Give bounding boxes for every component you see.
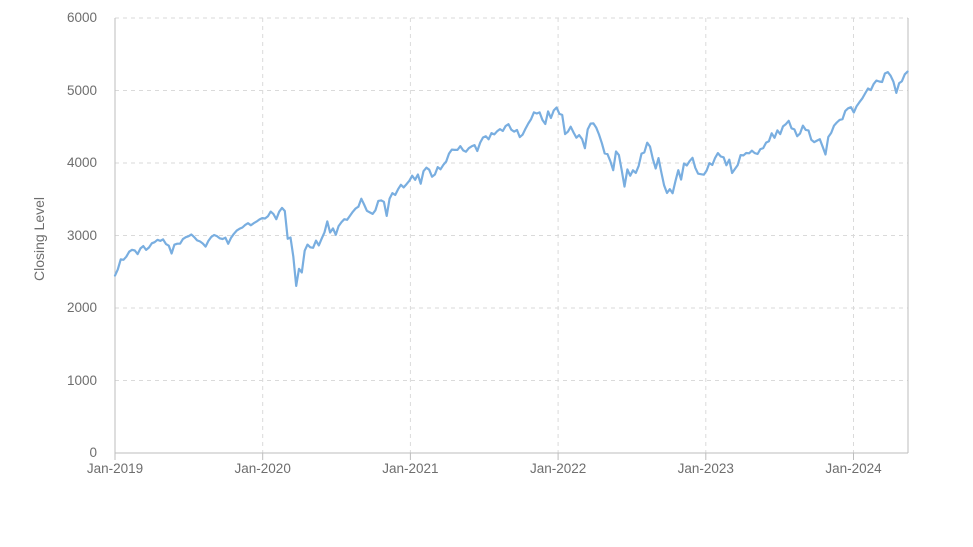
series-line-closing-level (113, 70, 909, 287)
